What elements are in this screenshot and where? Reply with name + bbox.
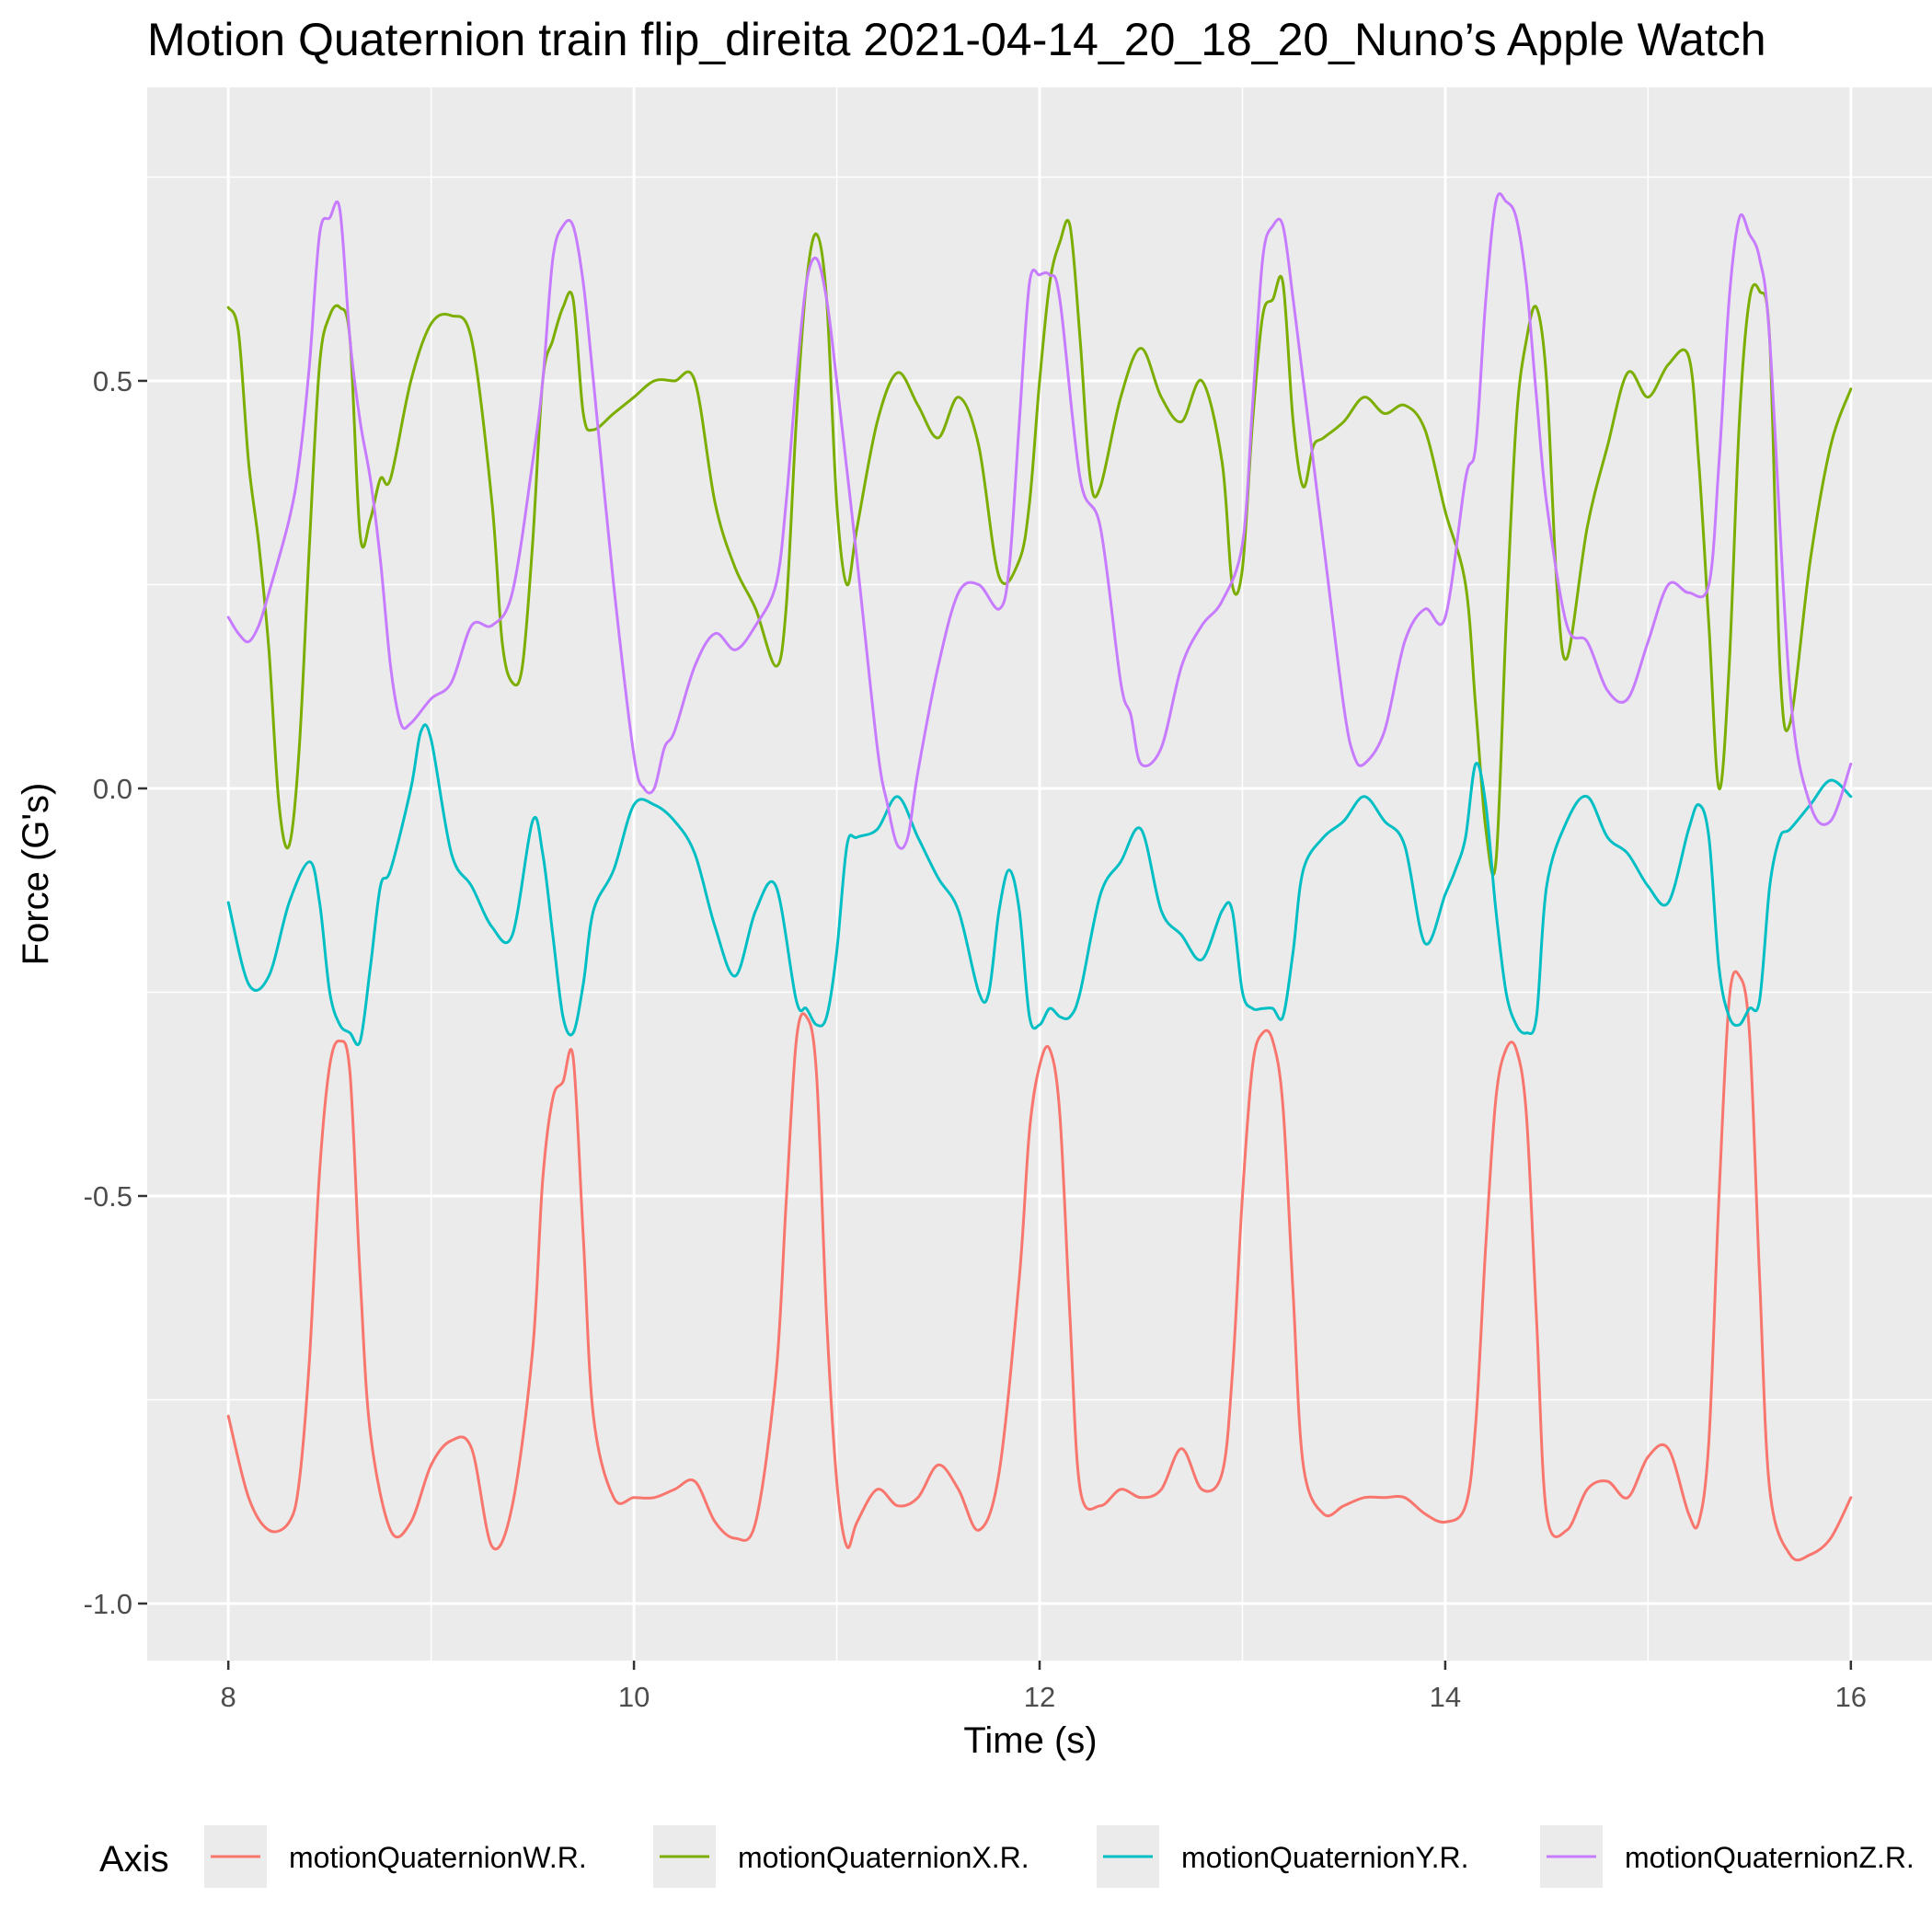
x-tick-label: 8: [221, 1681, 236, 1713]
y-tick-label: -1.0: [84, 1588, 132, 1620]
y-axis: -1.0 -0.5 0.0 0.5: [84, 365, 147, 1620]
series-line-1: [226, 218, 1853, 877]
x-axis: 8 10 12 14 16: [221, 1661, 1867, 1713]
y-axis-title: Force (G's): [16, 783, 56, 966]
legend-items: motionQuaternionW.R. motionQuaternionX.R.…: [204, 1825, 1915, 1888]
series-lines: [226, 191, 1853, 1562]
x-tick-label: 16: [1835, 1681, 1867, 1713]
grid-major: [147, 87, 1932, 1661]
y-tick-label: 0.0: [93, 773, 132, 805]
x-tick-label: 12: [1024, 1681, 1055, 1713]
x-axis-title: Time (s): [963, 1720, 1097, 1761]
y-tick-label: 0.5: [93, 365, 132, 397]
legend-label-0: motionQuaternionW.R.: [289, 1841, 587, 1874]
legend-title: Axis: [99, 1839, 169, 1880]
legend-label-1: motionQuaternionX.R.: [738, 1841, 1029, 1874]
x-tick-label: 14: [1430, 1681, 1461, 1713]
chart-title: Motion Quaternion train flip_direita 202…: [147, 14, 1766, 65]
y-tick-label: -0.5: [84, 1180, 132, 1213]
series-line-0: [226, 970, 1853, 1562]
series-line-3: [226, 191, 1853, 850]
series-line-2: [226, 723, 1853, 1047]
legend: Axis motionQuaternionW.R. motionQuaternio…: [99, 1825, 1915, 1888]
x-tick-label: 10: [618, 1681, 650, 1713]
legend-label-2: motionQuaternionY.R.: [1181, 1841, 1468, 1874]
legend-label-3: motionQuaternionZ.R.: [1625, 1841, 1915, 1874]
